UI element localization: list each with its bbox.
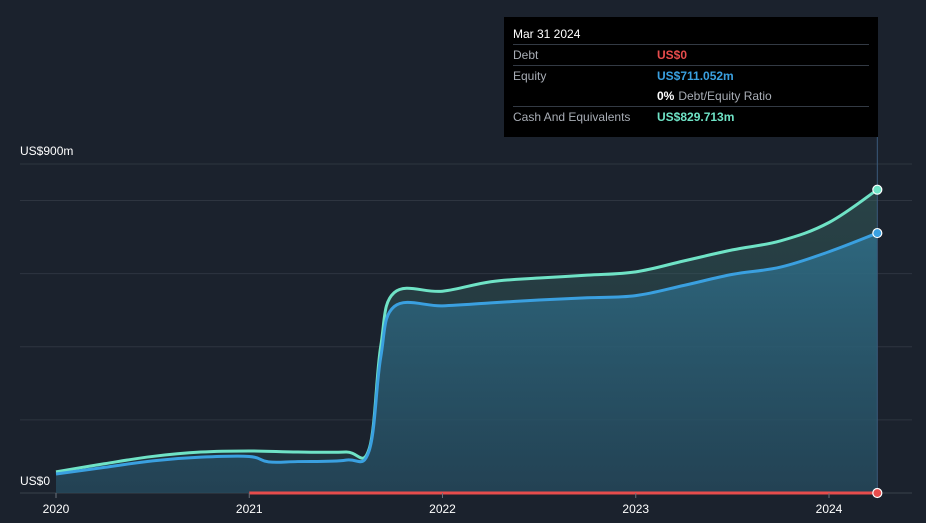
x-tick-label: 2023 xyxy=(622,502,649,516)
x-tick-label: 2022 xyxy=(429,502,456,516)
areas xyxy=(56,189,878,494)
x-tick-label: 2021 xyxy=(236,502,263,516)
tooltip-ratio-spacer xyxy=(513,86,657,106)
equity-end-point xyxy=(872,227,883,239)
tooltip-ratio-value: 0% xyxy=(657,89,675,103)
tooltip-debt-label: Debt xyxy=(513,48,539,62)
tooltip-row-ratio: 0% Debt/Equity Ratio xyxy=(513,86,869,106)
x-tick-label: 2020 xyxy=(43,502,70,516)
debt-end-point xyxy=(872,487,883,499)
equity-line xyxy=(55,231,878,476)
tooltip-debt-value: US$0 xyxy=(657,48,688,62)
tooltip-cash-label: Cash And Equivalents xyxy=(513,110,631,124)
tooltip-equity-value: US$711.052m xyxy=(657,69,734,83)
tooltip-ratio-label: Debt/Equity Ratio xyxy=(678,89,772,103)
x-tick-label: 2024 xyxy=(816,502,843,516)
tooltip-row-cash: Cash And Equivalents US$829.713m xyxy=(513,106,869,127)
tooltip-row-debt: Debt US$0 xyxy=(513,44,869,65)
series-lines xyxy=(55,188,879,495)
tooltip-cash-value: US$829.713m xyxy=(657,110,735,124)
cash-end-point xyxy=(872,184,883,195)
tooltip-row-equity: Equity US$711.052m xyxy=(513,65,869,86)
equity-area xyxy=(56,233,878,493)
tooltip-equity-label: Equity xyxy=(513,69,547,83)
x-axis-ticks: 2020 2021 2022 2023 2024 xyxy=(43,493,843,516)
y-axis-label-min: US$0 xyxy=(20,474,50,488)
tooltip-date: Mar 31 2024 xyxy=(513,27,581,41)
data-tooltip: Mar 31 2024 Debt US$0 Equity US$711.052m… xyxy=(504,17,878,137)
series-end-points xyxy=(872,184,883,499)
cash-line xyxy=(55,188,879,474)
y-axis-label-max: US$900m xyxy=(20,144,73,158)
